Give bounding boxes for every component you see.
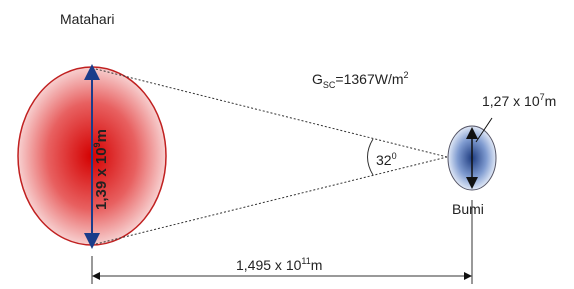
- solar-constant: GSC=1367W/m2: [312, 70, 409, 90]
- label-part: 1,39 x 10: [93, 147, 110, 210]
- earth-name: Bumi: [452, 201, 484, 217]
- sun-name: Matahari: [60, 11, 114, 27]
- label-part: 0: [392, 151, 397, 161]
- label-part: 2: [404, 70, 409, 80]
- label-part: 11: [301, 256, 310, 266]
- label-part: G: [312, 71, 323, 87]
- label-part: 1,27 x 10: [482, 93, 540, 109]
- angle-label: 320: [376, 151, 397, 168]
- label-part: m: [93, 129, 110, 142]
- distance-label: 1,495 x 1011m: [236, 256, 322, 273]
- diagram: Matahari 1,39 x 109m 320 GSC=1367W/m2 1,…: [0, 0, 574, 289]
- label-part: m: [545, 93, 557, 109]
- earth-diameter-label: 1,27 x 107m: [482, 92, 556, 109]
- sun-diameter-label: 1,39 x 109m: [92, 129, 110, 210]
- label-part: 1,495 x 10: [236, 257, 302, 273]
- label-part: =1367W/m: [335, 71, 403, 87]
- label-part: 32: [376, 152, 392, 168]
- label-part: m: [311, 257, 323, 273]
- label-part: SC: [323, 80, 336, 90]
- angle-arc: [368, 139, 374, 175]
